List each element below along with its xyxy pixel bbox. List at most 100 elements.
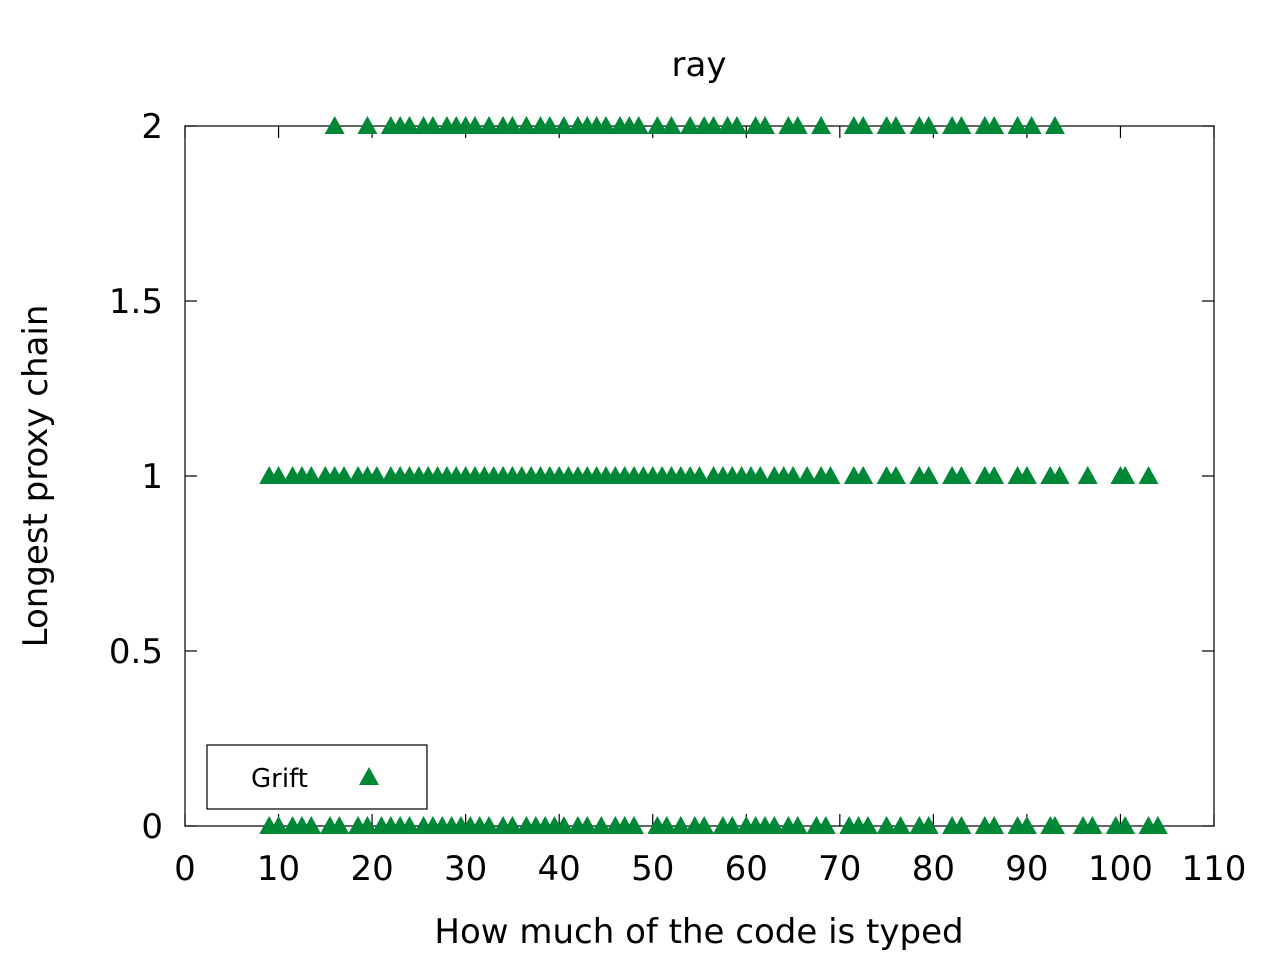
data-point-triangle [984, 816, 1005, 834]
data-point-triangle [422, 116, 443, 134]
data-point-triangle [853, 116, 874, 134]
legend-box [206, 744, 428, 810]
data-point-triangle [539, 116, 560, 134]
data-point-triangle [647, 116, 668, 134]
data-point-triangle [577, 816, 598, 834]
legend: Grift [206, 744, 428, 810]
data-point-triangle [722, 816, 743, 834]
data-point-triangle [787, 816, 808, 834]
y-tick-label: 1.5 [109, 282, 163, 322]
data-point-triangle [951, 466, 972, 484]
x-tick-label: 70 [818, 849, 861, 889]
data-point-triangle [1016, 816, 1037, 834]
chart-title: ray [672, 45, 727, 85]
y-tick-label: 2 [141, 107, 163, 147]
data-point-triangle [857, 816, 878, 834]
x-tick-labels: 0 10 20 30 40 50 60 70 80 90 100 110 [174, 849, 1246, 889]
data-point-triangle [951, 816, 972, 834]
data-point-triangle [324, 116, 345, 134]
y-tick-label: 0.5 [109, 632, 163, 672]
data-point-triangle [1049, 466, 1070, 484]
data-point-triangle [783, 466, 804, 484]
data-point-triangle [1016, 466, 1037, 484]
data-point-triangle [797, 466, 818, 484]
data-point-triangle [918, 466, 939, 484]
data-point-triangle [268, 816, 289, 834]
data-point-triangle [703, 116, 724, 134]
x-tick-label: 90 [1005, 849, 1048, 889]
data-point-triangle [811, 116, 832, 134]
data-point-triangle [624, 816, 645, 834]
data-point-triangle [1138, 466, 1159, 484]
data-point-triangle [670, 816, 691, 834]
data-point-triangle [787, 116, 808, 134]
data-point-triangle [628, 116, 649, 134]
data-point-triangle [885, 466, 906, 484]
data-point-triangle [1115, 466, 1136, 484]
data-point-triangle [329, 816, 350, 834]
x-tick-label: 50 [631, 849, 674, 889]
data-point-triangle [750, 466, 771, 484]
y-tick-label: 0 [141, 807, 163, 847]
data-point-triangle [502, 116, 523, 134]
x-tick-label: 0 [174, 849, 196, 889]
y-tick-label: 1 [141, 457, 163, 497]
data-point-triangle [366, 466, 387, 484]
data-point-triangle [890, 816, 911, 834]
data-point-triangle [680, 116, 701, 134]
data-point-triangle [754, 116, 775, 134]
y-tick-labels: 0 0.5 1 1.5 2 [109, 107, 163, 847]
data-point-triangle [815, 816, 836, 834]
data-point-triangle [820, 466, 841, 484]
x-tick-label: 100 [1088, 849, 1153, 889]
x-axis-label: How much of the code is typed [434, 912, 963, 952]
legend-marker-triangle [359, 767, 379, 785]
data-point-triangle [1021, 116, 1042, 134]
data-point-triangle [1044, 816, 1065, 834]
data-point-triangle [853, 466, 874, 484]
data-point-triangle [661, 116, 682, 134]
data-point-triangle [1077, 466, 1098, 484]
data-point-triangle [1044, 116, 1065, 134]
data-point-triangle [479, 816, 500, 834]
data-point-triangle [301, 466, 322, 484]
x-tick-label: 60 [725, 849, 768, 889]
legend-label-grift: Grift [251, 764, 308, 794]
data-point-triangle [595, 116, 616, 134]
data-point-triangle [1115, 816, 1136, 834]
data-point-triangle [301, 816, 322, 834]
data-point-triangle [464, 116, 485, 134]
y-axis-label: Longest proxy chain [16, 305, 56, 648]
data-point-triangle [357, 116, 378, 134]
data-point-triangle [502, 816, 523, 834]
data-point-triangle [268, 466, 289, 484]
data-point-triangle [591, 816, 612, 834]
data-point-triangle [984, 116, 1005, 134]
data-point-triangle [984, 466, 1005, 484]
data-point-triangle [876, 816, 897, 834]
data-point-triangle [1082, 816, 1103, 834]
data-point-triangle [399, 116, 420, 134]
x-tick-label: 80 [912, 849, 955, 889]
data-point-triangle [479, 116, 500, 134]
data-point-triangle [885, 116, 906, 134]
data-point-triangle [951, 116, 972, 134]
data-point-triangle [726, 116, 747, 134]
data-point-triangle [399, 816, 420, 834]
data-point-triangle [334, 466, 355, 484]
data-point-triangle [694, 816, 715, 834]
data-point-triangle [1147, 816, 1168, 834]
x-tick-label: 10 [257, 849, 300, 889]
data-point-triangle [689, 466, 710, 484]
data-point-triangle [656, 816, 677, 834]
data-point-triangle [357, 816, 378, 834]
data-points [259, 116, 1168, 834]
data-point-triangle [553, 816, 574, 834]
data-point-triangle [918, 816, 939, 834]
x-tick-label: 110 [1182, 849, 1247, 889]
data-point-triangle [764, 816, 785, 834]
data-point-triangle [553, 116, 574, 134]
x-tick-label: 20 [350, 849, 393, 889]
data-point-triangle [918, 116, 939, 134]
